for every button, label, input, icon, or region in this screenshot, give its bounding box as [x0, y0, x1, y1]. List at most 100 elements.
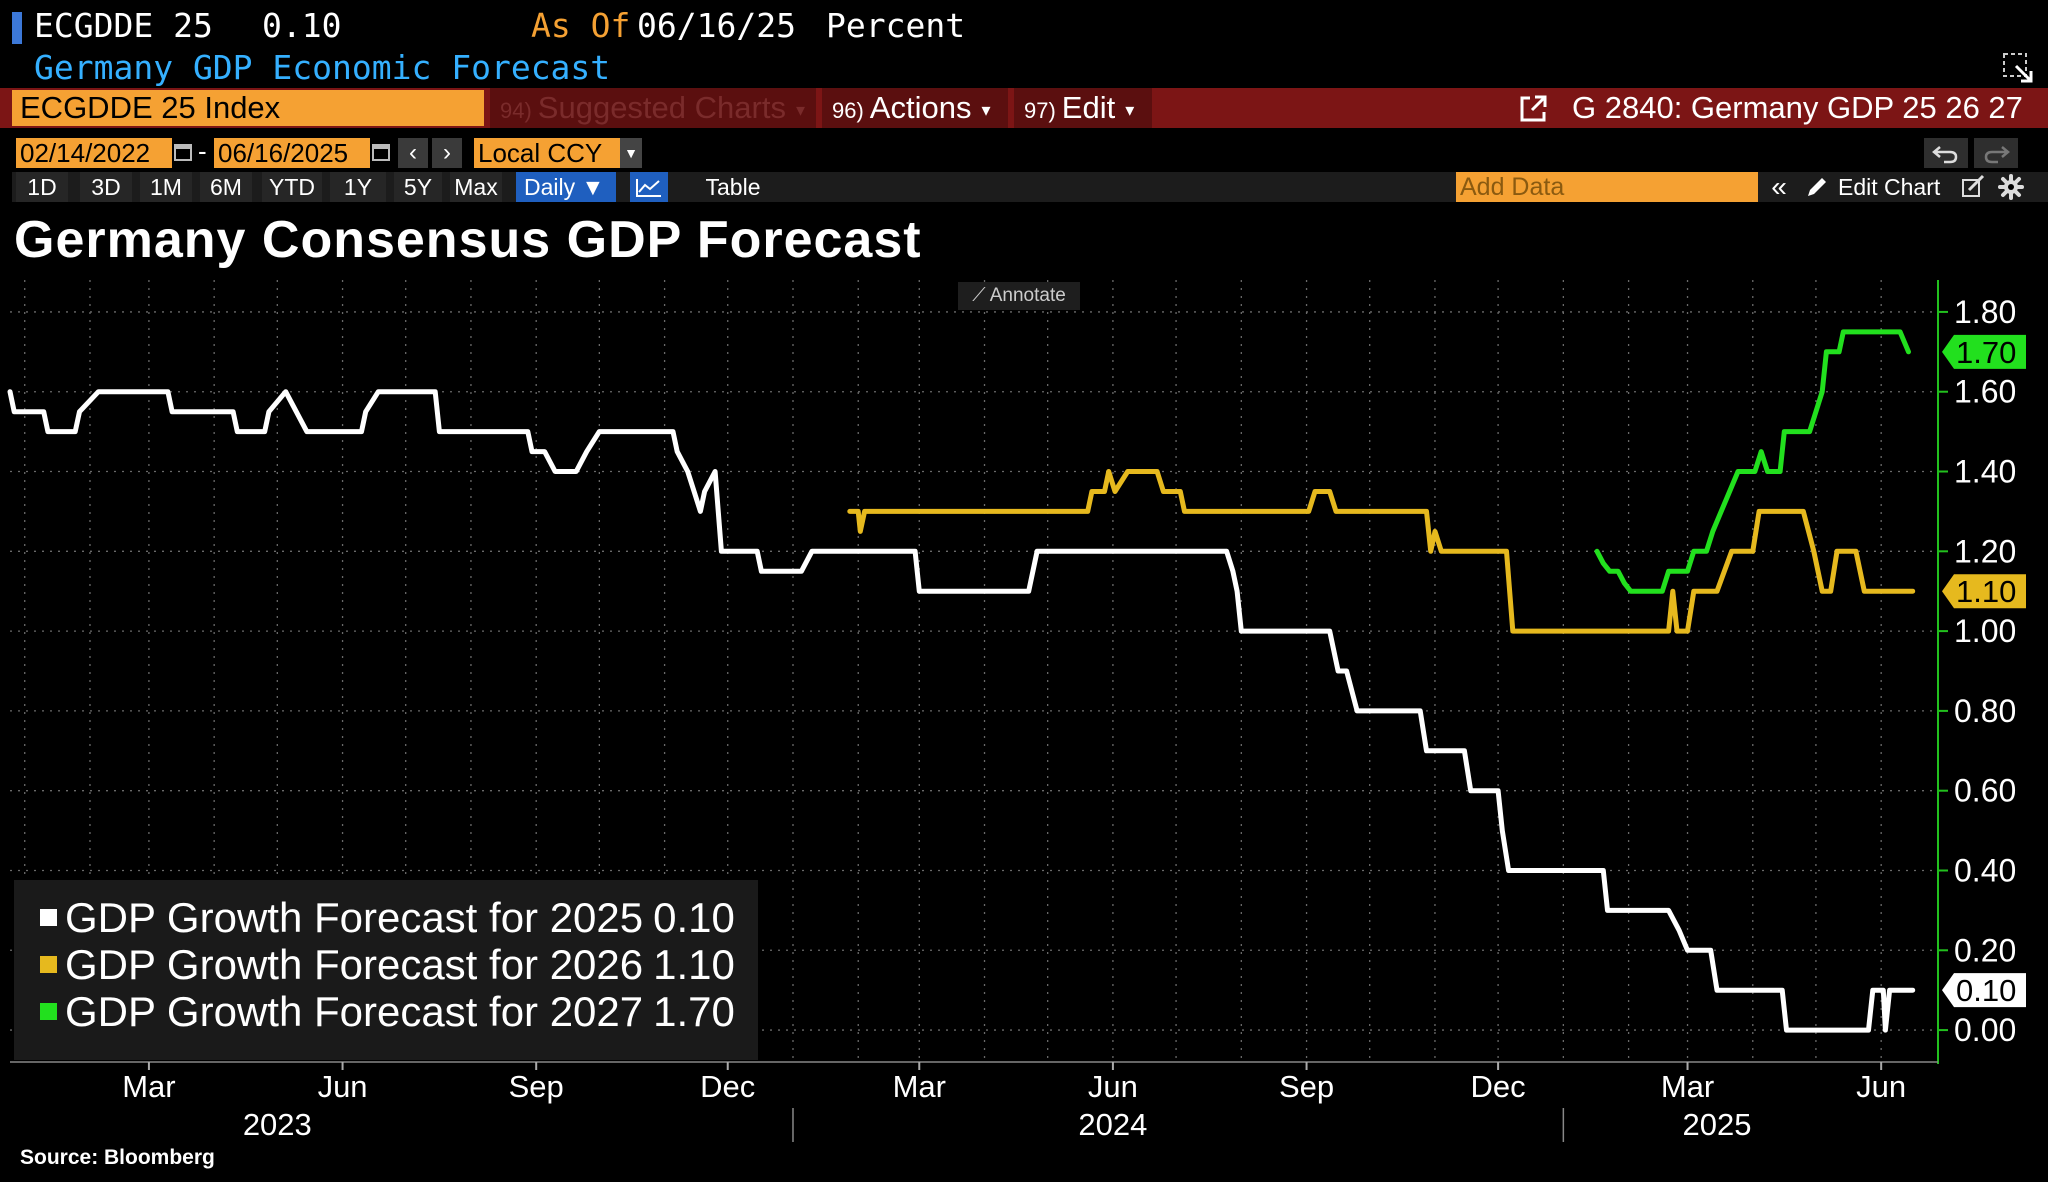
actions-number: 96)	[832, 98, 864, 123]
as-of-label: As Of	[531, 6, 631, 45]
legend-value: 0.10	[653, 894, 735, 941]
caret-down-icon: ▾	[981, 99, 991, 120]
y-axis: 0.00 0.20 0.40 0.60 0.80 1.00 1.20 1.40 1.60 1.80	[1937, 280, 2016, 1064]
last-value-text: 1.70	[1956, 335, 2016, 370]
x-tick-label: Jun	[318, 1069, 368, 1104]
annotate-label: Annotate	[989, 285, 1066, 306]
security-description: Germany GDP Economic Forecast	[34, 48, 611, 87]
edit-label: Edit	[1061, 90, 1116, 125]
range-button-1y[interactable]: 1Y	[330, 172, 386, 202]
actions-label: Actions	[869, 90, 972, 125]
actions-menu[interactable]: 96) Actions ▾	[822, 88, 1008, 128]
legend-swatch	[40, 909, 57, 926]
range-button-1m[interactable]: 1M	[140, 172, 192, 202]
x-tick-label: Sep	[1279, 1069, 1334, 1104]
y-tick-label: 0.60	[1954, 773, 2016, 809]
as-of-date: 06/16/25	[637, 6, 796, 45]
popout-icon[interactable]	[2002, 52, 2034, 84]
currency-select[interactable]: Local CCY	[474, 138, 640, 168]
y-tick-label: 0.40	[1954, 852, 2016, 888]
series-line-1	[7, 389, 1916, 1033]
range-button-3d[interactable]: 3D	[80, 172, 132, 202]
pencil-icon: ⟋	[972, 285, 990, 306]
line-chart-icon[interactable]	[630, 172, 668, 202]
y-tick-label: 1.80	[1954, 294, 2016, 330]
chevron-right-icon[interactable]: ›	[432, 138, 462, 168]
frequency-select[interactable]: Daily ▼	[516, 172, 616, 202]
date-separator: -	[198, 136, 207, 166]
x-tick-label: Mar	[893, 1069, 946, 1104]
x-tick-label: Jun	[1856, 1069, 1906, 1104]
y-tick-label: 1.00	[1954, 613, 2016, 649]
x-tick-label: Dec	[1471, 1069, 1526, 1104]
caret-down-icon: ▼	[581, 174, 605, 200]
last-value-labels: 0.10 1.10 1.70	[1942, 334, 2026, 1008]
chart-title: Germany Consensus GDP Forecast	[14, 211, 922, 269]
legend: GDP Growth Forecast for 2025 0.10 GDP Gro…	[14, 880, 758, 1060]
last-value-tag	[1942, 973, 2026, 1008]
last-value-tag	[1942, 334, 2026, 369]
ticker-value: 0.10	[262, 6, 342, 45]
range-button-6m[interactable]: 6M	[200, 172, 252, 202]
series-line-2	[847, 469, 1916, 634]
edit-chart-button[interactable]: Edit Chart	[1838, 174, 1941, 200]
year-label: 2023	[243, 1107, 312, 1142]
suggested-charts-number: 94)	[500, 98, 532, 123]
security-marker	[12, 12, 22, 44]
range-button-1d[interactable]: 1D	[16, 172, 68, 202]
annotate-button[interactable]: ⟋ Annotate	[958, 282, 1080, 310]
security-input[interactable]: ECGDDE 25 Index	[12, 90, 484, 126]
legend-item: GDP Growth Forecast for 2027 1.70	[40, 988, 735, 1035]
suggested-charts-label: Suggested Charts	[537, 90, 786, 125]
end-date-input[interactable]: 06/16/2025	[214, 138, 370, 168]
caret-down-icon[interactable]: ▼	[620, 138, 642, 168]
legend-swatch	[40, 1003, 57, 1020]
last-value-text: 1.10	[1956, 574, 2016, 609]
redo-icon[interactable]	[1974, 138, 2018, 168]
series-lines	[7, 329, 1916, 1033]
calendar-icon[interactable]	[174, 140, 192, 164]
table-button[interactable]: Table	[705, 174, 761, 200]
legend-value: 1.70	[653, 988, 735, 1035]
collapse-icon[interactable]: «	[1771, 171, 1787, 202]
y-tick-label: 0.20	[1954, 932, 2016, 968]
units-label: Percent	[826, 6, 966, 45]
legend-label: GDP Growth Forecast for 2027	[65, 988, 644, 1035]
x-tick-label: Dec	[700, 1069, 755, 1104]
last-value-text: 0.10	[1956, 973, 2016, 1008]
start-date-input[interactable]: 02/14/2022	[16, 138, 172, 168]
launch-icon[interactable]	[1518, 94, 1548, 124]
x-tick-label: Mar	[1661, 1069, 1714, 1104]
legend-value: 1.10	[653, 941, 735, 988]
chart-function-title: G 2840: Germany GDP 25 26 27	[1572, 90, 2023, 125]
year-label: 2024	[1078, 1107, 1147, 1142]
gear-icon[interactable]	[1996, 172, 2026, 202]
pencil-icon	[1804, 174, 1830, 200]
last-value-tag	[1942, 574, 2026, 609]
range-button-max[interactable]: Max	[450, 172, 502, 202]
caret-down-icon: ▾	[1125, 99, 1135, 120]
edit-number: 97)	[1024, 98, 1056, 123]
ticker-symbol: ECGDDE 25	[34, 6, 213, 45]
series-line-3	[1594, 329, 1911, 594]
add-data-input[interactable]: Add Data	[1456, 172, 1758, 202]
x-tick-label: Jun	[1088, 1069, 1138, 1104]
undo-icon[interactable]	[1924, 138, 1968, 168]
y-tick-label: 1.20	[1954, 533, 2016, 569]
legend-item: GDP Growth Forecast for 2025 0.10	[40, 894, 735, 941]
range-button-5y[interactable]: 5Y	[394, 172, 442, 202]
edit-menu[interactable]: 97) Edit ▾	[1014, 88, 1152, 128]
y-tick-label: 0.00	[1954, 1012, 2016, 1048]
range-button-ytd[interactable]: YTD	[262, 172, 322, 202]
suggested-charts-menu[interactable]: 94) Suggested Charts ▾	[490, 88, 816, 128]
legend-item: GDP Growth Forecast for 2026 1.10	[40, 941, 735, 988]
calendar-icon[interactable]	[372, 140, 390, 164]
edit-box-icon[interactable]	[1960, 174, 1986, 200]
year-label: 2025	[1683, 1107, 1752, 1142]
frequency-label: Daily	[524, 174, 576, 200]
y-tick-label: 1.40	[1954, 454, 2016, 490]
chevron-left-icon[interactable]: ‹	[398, 138, 428, 168]
legend-label: GDP Growth Forecast for 2026	[65, 941, 644, 988]
source-note: Source: Bloomberg	[20, 1146, 215, 1169]
